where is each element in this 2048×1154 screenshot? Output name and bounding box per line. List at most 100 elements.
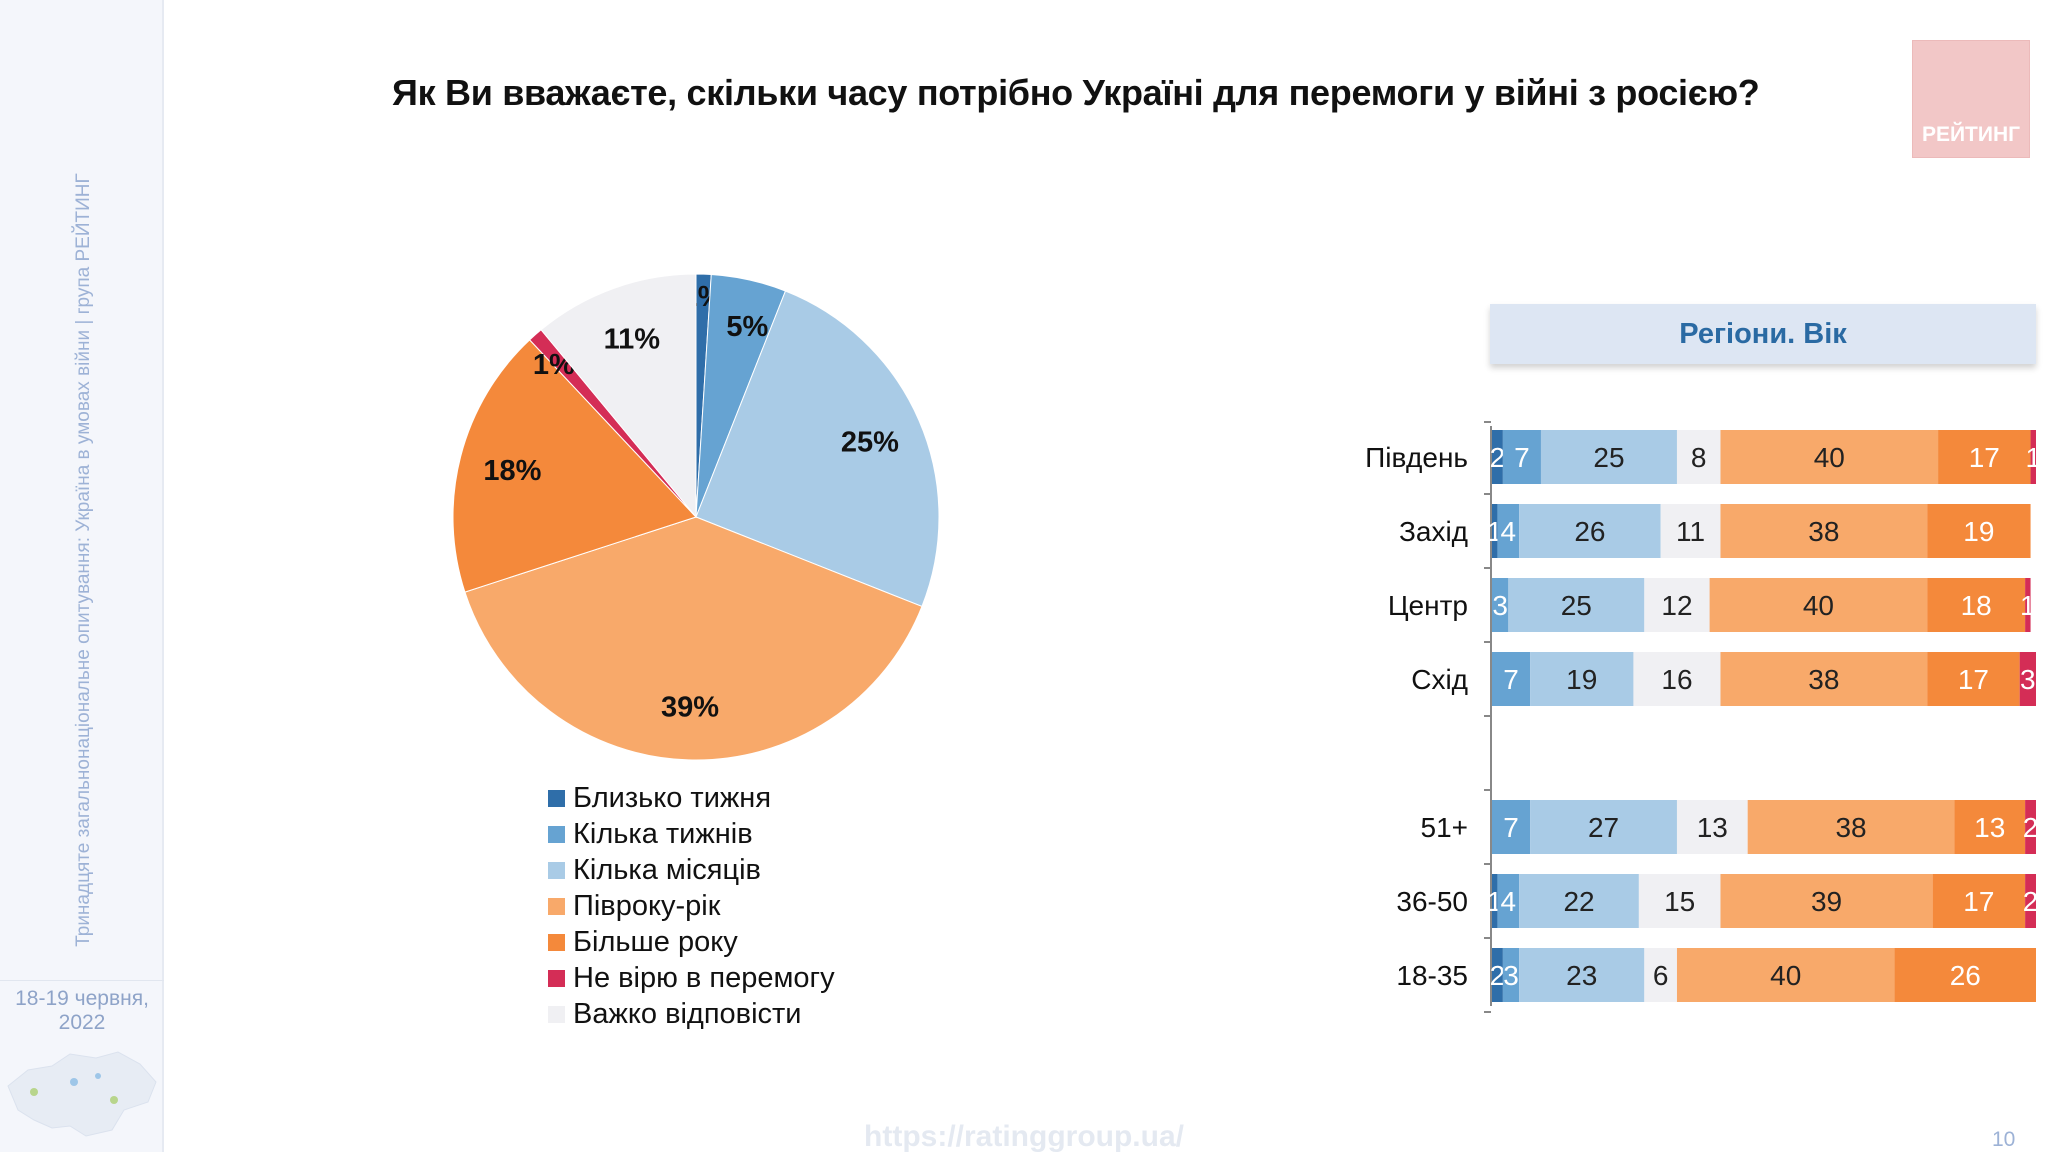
region-age-header: Регіони. Вік: [1490, 304, 2036, 364]
bar-segment-кілька-місяців: [1540, 430, 1677, 484]
bar-segment-важко-відповісти: [1660, 504, 1721, 558]
pie-slice-кілька-тижнів: [695, 273, 787, 518]
bar-value-label: 11: [1676, 516, 1705, 547]
bar-segment-важко-відповісти: [1644, 948, 1677, 1002]
bar-value-label: 17: [1969, 442, 2000, 473]
bar-segment-близько-тижня: [1492, 504, 1498, 558]
legend-item-близько-тижня: Близько тижня: [548, 780, 835, 816]
bar-value-label: 3: [1492, 590, 1508, 621]
bar-value-label: 2: [2023, 886, 2039, 917]
sidebar: Тринадцяте загальнонаціональне опитуванн…: [0, 0, 164, 1152]
bar-value-label: 7: [1514, 442, 1530, 473]
bar-row-label: 51+: [1421, 812, 1469, 843]
bar-value-label: 8: [1691, 442, 1707, 473]
legend-item-не-вірю-в-перемогу: Не вірю в перемогу: [548, 960, 835, 996]
legend-swatch: [548, 789, 565, 807]
legend-label: Важко відповісти: [573, 997, 802, 1030]
bar-segment-не-вірю-в-перемогу: [2030, 430, 2036, 484]
bar-segment-кілька-тижнів: [1492, 578, 1509, 632]
survey-date-line1: 18-19 червня,: [15, 987, 149, 1010]
bar-segment-кілька-місяців: [1530, 800, 1677, 854]
legend-label: Більше року: [573, 925, 738, 958]
bar-value-label: 1: [1487, 516, 1503, 547]
bar-value-label: 19: [1963, 516, 1994, 547]
bar-row-label: Захід: [1399, 516, 1468, 547]
bar-segment-кілька-тижнів: [1502, 948, 1520, 1002]
bar-value-label: 25: [1561, 590, 1592, 621]
bar-segment-кілька-тижнів: [1497, 504, 1520, 558]
bar-segment-півроку-рік: [1676, 948, 1895, 1002]
bar-segment-кілька-тижнів: [1502, 430, 1541, 484]
bar-segment-більше-року: [1927, 652, 2020, 706]
bar-value-label: 2: [1490, 442, 1506, 473]
pie-slice-більше-року: [452, 339, 697, 593]
bar-value-label: 38: [1808, 664, 1839, 695]
pie-label-близько-тижня: 1%: [682, 281, 724, 313]
bar-value-label: 17: [1958, 664, 1989, 695]
pie-slice-не-вірю-в-перемогу: [528, 329, 697, 518]
legend-label: Кілька тижнів: [573, 817, 753, 850]
bar-segment-півроку-рік: [1709, 578, 1928, 632]
bar-segment-близько-тижня: [1492, 874, 1498, 928]
bar-segment-більше-року: [1938, 430, 2031, 484]
bar-value-label: 18: [1961, 590, 1992, 621]
pie-slice-близько-тижня: [695, 273, 712, 518]
pie-label-важко-відповісти: 11%: [604, 324, 661, 356]
bar-value-label: 17: [1963, 886, 1994, 917]
bar-segment-більше-року: [1927, 504, 2031, 558]
bar-value-label: 25: [1593, 442, 1624, 473]
legend-swatch: [548, 825, 565, 843]
bar-segment-більше-року: [1932, 874, 2026, 928]
pie-label-більше-року: 18%: [483, 455, 541, 487]
bar-segment-важко-відповісти: [1638, 874, 1721, 928]
bar-segment-кілька-тижнів: [1492, 652, 1531, 706]
bar-value-label: 16: [1661, 664, 1692, 695]
bar-value-label: 2: [2023, 812, 2039, 843]
bar-segment-не-вірю-в-перемогу: [2025, 800, 2036, 854]
logo-text: РЕЙТИНГ: [1921, 123, 2021, 146]
bar-value-label: 23: [1566, 960, 1597, 991]
bar-value-label: 26: [1574, 516, 1605, 547]
bar-value-label: 26: [1950, 960, 1981, 991]
bar-row-label: 36-50: [1396, 886, 1468, 917]
legend-swatch: [548, 1005, 565, 1023]
bar-row-label: 18-35: [1396, 960, 1468, 991]
bar-value-label: 38: [1835, 812, 1866, 843]
bar-segment-півроку-рік: [1720, 430, 1939, 484]
legend-swatch: [548, 861, 565, 879]
legend-swatch: [548, 969, 565, 987]
bar-segment-не-вірю-в-перемогу: [2025, 874, 2036, 928]
bar-value-label: 19: [1566, 664, 1597, 695]
website-url[interactable]: https://ratinggroup.ua/: [864, 1120, 1184, 1153]
bar-value-label: 2: [1490, 960, 1506, 991]
bar-value-label: 7: [1503, 664, 1519, 695]
bar-value-label: 13: [1697, 812, 1728, 843]
rating-logo: РЕЙТИНГ: [1912, 40, 2030, 158]
bar-value-label: 1: [2025, 442, 2041, 473]
bar-value-label: 12: [1661, 590, 1692, 621]
pie-slice-важко-відповісти: [540, 273, 697, 519]
pie-legend: Близько тижня Кілька тижнів Кілька місяців…: [548, 780, 835, 1032]
bar-value-label: 15: [1664, 886, 1695, 917]
bar-row-label: Південь: [1365, 442, 1468, 473]
page-number: 10: [1992, 1128, 2016, 1151]
pie-label-півроку-рік: 39%: [661, 691, 719, 723]
pie-slice-кілька-місяців: [695, 290, 940, 608]
survey-date-line2: 2022: [58, 1011, 106, 1034]
bar-segment-півроку-рік: [1720, 874, 1933, 928]
bar-segment-більше-року: [1894, 948, 2036, 1002]
bar-row-label: Центр: [1388, 590, 1468, 621]
legend-item-більше-року: Більше року: [548, 924, 835, 960]
bar-value-label: 4: [1501, 886, 1517, 917]
bar-value-label: 39: [1811, 886, 1842, 917]
bar-segment-не-вірю-в-перемогу: [2025, 578, 2031, 632]
legend-label: Кілька місяців: [573, 853, 761, 886]
bar-segment-близько-тижня: [1492, 948, 1503, 1002]
legend-label: Близько тижня: [573, 781, 772, 814]
bar-segment-не-вірю-в-перемогу: [2019, 652, 2036, 706]
page-title: Як Ви вважаєте, скільки часу потрібно Ук…: [392, 72, 1760, 113]
bar-segment-кілька-тижнів: [1492, 800, 1531, 854]
bar-segment-важко-відповісти: [1644, 578, 1710, 632]
legend-swatch: [548, 933, 565, 951]
